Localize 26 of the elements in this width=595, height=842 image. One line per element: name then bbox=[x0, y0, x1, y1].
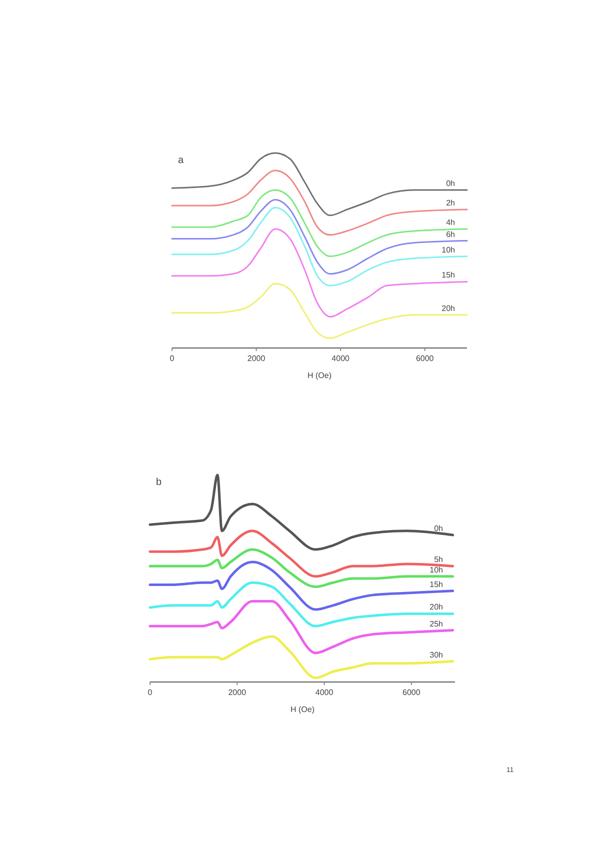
series-label: 20h bbox=[430, 602, 443, 612]
x-tick-label: 2000 bbox=[228, 688, 247, 697]
x-tick-label: 2000 bbox=[247, 354, 266, 363]
series-label: 25h bbox=[430, 619, 443, 628]
chart-title: b bbox=[156, 477, 162, 488]
series-label: 0h bbox=[446, 179, 455, 188]
x-tick-label: 4000 bbox=[332, 354, 350, 363]
series-label: 4h bbox=[446, 218, 455, 228]
series-label: 30h bbox=[430, 650, 443, 660]
x-tick-label: 0 bbox=[148, 688, 153, 697]
x-tick-label: 6000 bbox=[402, 688, 421, 697]
series-label: 5h bbox=[434, 555, 443, 564]
series-label: 6h bbox=[446, 230, 455, 239]
series-label: 20h bbox=[442, 304, 455, 313]
x-axis-title: H (Oe) bbox=[308, 371, 332, 380]
series-label: 15h bbox=[430, 580, 443, 589]
x-tick-label: 0 bbox=[170, 354, 175, 363]
series-label: 2h bbox=[446, 198, 455, 208]
x-axis-title: H (Oe) bbox=[290, 705, 315, 714]
x-tick-label: 4000 bbox=[315, 688, 334, 697]
chart-title: a bbox=[178, 155, 184, 166]
series-label: 0h bbox=[434, 524, 443, 534]
series-label: 10h bbox=[430, 565, 443, 574]
x-tick-label: 6000 bbox=[416, 354, 434, 363]
series-label: 10h bbox=[442, 245, 455, 254]
series-label: 15h bbox=[442, 270, 455, 280]
